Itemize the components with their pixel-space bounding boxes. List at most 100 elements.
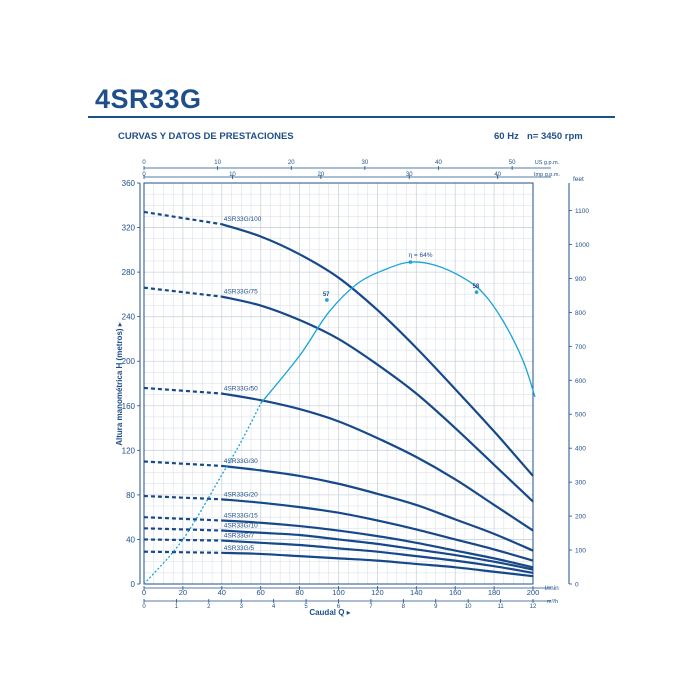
usgpm-tick-label: 50 — [509, 160, 516, 166]
m3h-tick-label: 12 — [530, 604, 537, 610]
feet-tick-label: 900 — [575, 276, 586, 283]
series-line-5 — [221, 498, 534, 562]
feet-tick-label: 100 — [575, 548, 586, 555]
x-tick-label: 160 — [449, 588, 462, 597]
section-subtitle: CURVAS Y DATOS DE PRESTACIONES — [118, 131, 294, 142]
feet-tick-label: 0 — [575, 582, 579, 589]
x-axis-title: Caudal Q ▸ — [309, 608, 350, 617]
y-tick-label: 240 — [122, 313, 136, 322]
y-tick-label: 360 — [122, 179, 136, 188]
series-line-3 — [221, 392, 534, 532]
series-dashed-4 — [143, 460, 222, 468]
series-dashed-5 — [143, 494, 222, 501]
series-dashed-1 — [143, 210, 222, 226]
feet-tick-label: 200 — [575, 514, 586, 521]
y-tick-label: 80 — [126, 491, 135, 500]
x-tick-label: 0 — [142, 588, 146, 597]
series-label-2: 4SR33G/75 — [224, 289, 258, 296]
series-label-4: 4SR33G/30 — [224, 458, 258, 465]
impgpm-tick-label: 40 — [494, 172, 501, 178]
plot-frame — [143, 182, 534, 585]
usgpm-unit-label: US g.p.m. — [535, 160, 560, 166]
feet-unit-label: feet — [573, 176, 584, 183]
y-tick-label: 280 — [122, 268, 136, 277]
x-tick-label: 100 — [332, 588, 345, 597]
series-line-2 — [221, 295, 534, 503]
y-axis-title: Altura manométrica H (metros) ▸ — [115, 322, 124, 446]
efficiency-marker-label-1: 57 — [323, 292, 330, 298]
series-dashed-9 — [143, 550, 222, 554]
efficiency-marker-3 — [408, 260, 413, 264]
efficiency-peak-label: η = 64% — [408, 252, 432, 259]
y-tick-label: 0 — [131, 580, 136, 589]
impgpm-unit-label: Imp g.p.m. — [534, 172, 560, 178]
series-label-1: 4SR33G/100 — [224, 216, 262, 223]
series-dashed-6 — [143, 516, 222, 522]
efficiency-line — [260, 261, 536, 404]
x-tick-label: 200 — [527, 588, 540, 597]
x-tick-label: 180 — [488, 588, 501, 597]
series-label-9: 4SR33G/5 — [224, 545, 255, 552]
feet-tick-label: 800 — [575, 310, 586, 317]
y-tick-label: 120 — [122, 446, 136, 455]
series-line-8 — [221, 539, 534, 574]
series-label-3: 4SR33G/50 — [224, 386, 258, 393]
series-dashed-3 — [143, 386, 222, 395]
feet-tick-label: 1000 — [575, 242, 590, 249]
feet-tick-label: 600 — [575, 378, 586, 385]
y-tick-label: 40 — [126, 535, 135, 544]
feet-tick-label: 1100 — [575, 208, 589, 215]
efficiency-dashed — [143, 403, 262, 585]
frequency-label: 60 Hz — [494, 131, 519, 142]
usgpm-tick-label: 20 — [288, 160, 295, 166]
series-label-6: 4SR33G/15 — [224, 513, 258, 520]
x-tick-label: 140 — [410, 588, 423, 597]
m3h-tick-label: 0 — [142, 604, 146, 610]
title-rule — [88, 116, 615, 118]
speed-label: n= 3450 rpm — [527, 131, 583, 142]
x-unit-label: l/min — [545, 585, 559, 592]
efficiency-marker-label-2: 58 — [473, 284, 480, 290]
feet-tick-label: 400 — [575, 446, 586, 453]
series-line-7 — [221, 529, 534, 571]
x-tick-label: 60 — [257, 588, 265, 597]
x-tick-label: 40 — [218, 588, 226, 597]
y-tick-label: 320 — [122, 224, 136, 233]
usgpm-tick-label: 30 — [362, 160, 369, 166]
m3h-tick-label: 3 — [240, 604, 244, 610]
usgpm-tick-label: 10 — [214, 160, 221, 166]
x-tick-label: 80 — [295, 588, 303, 597]
series-label-7: 4SR33G/10 — [224, 523, 258, 530]
m3h-unit-label: m³/h — [547, 599, 558, 605]
impgpm-tick-label: 20 — [317, 172, 324, 178]
series-line-6 — [221, 519, 534, 569]
m3h-tick-label: 7 — [369, 604, 373, 610]
x-tick-label: 120 — [371, 588, 384, 597]
m3h-tick-label: 5 — [304, 604, 308, 610]
m3h-tick-label: 4 — [272, 604, 276, 610]
m3h-tick-label: 1 — [175, 604, 179, 610]
m3h-tick-label: 10 — [465, 604, 472, 610]
m3h-tick-label: 6 — [337, 604, 341, 610]
series-line-1 — [221, 223, 534, 477]
feet-tick-label: 300 — [575, 480, 586, 487]
m3h-tick-label: 11 — [497, 604, 504, 610]
x-tick-label: 20 — [179, 588, 187, 597]
page-title: 4SR33G — [95, 84, 202, 114]
series-line-4 — [221, 464, 534, 552]
y-tick-label: 200 — [122, 357, 136, 366]
y-tick-label: 160 — [122, 402, 136, 411]
efficiency-marker-1 — [325, 298, 329, 302]
efficiency-marker-2 — [474, 290, 479, 294]
series-label-8: 4SR33G/7 — [224, 533, 255, 540]
impgpm-tick-label: 30 — [406, 172, 413, 178]
m3h-tick-label: 2 — [207, 604, 211, 610]
series-line-9 — [221, 551, 534, 578]
impgpm-tick-label: 0 — [142, 172, 146, 178]
m3h-tick-label: 9 — [434, 604, 438, 610]
usgpm-tick-label: 40 — [435, 160, 442, 166]
feet-tick-label: 700 — [575, 344, 586, 351]
series-dashed-7 — [143, 527, 222, 532]
series-label-5: 4SR33G/20 — [224, 491, 258, 498]
